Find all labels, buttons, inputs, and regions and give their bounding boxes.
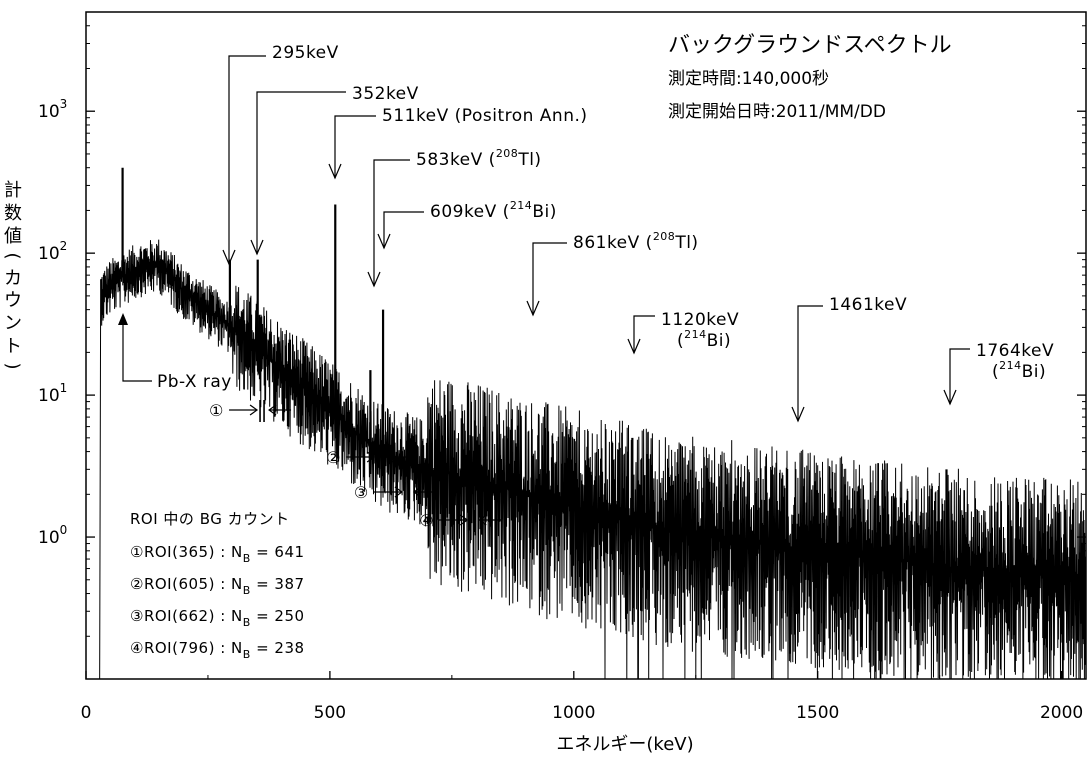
annotation-label: 352keV <box>352 84 419 104</box>
annotation-label: 583keV (208Tl) <box>416 147 542 170</box>
annotation-arrowhead <box>943 389 957 406</box>
annotation-arrowhead <box>791 406 805 423</box>
annotation-arrowhead <box>367 271 381 288</box>
annotation-label: 511keV (Positron Ann.) <box>382 106 588 126</box>
annotation-arrowhead <box>328 163 342 180</box>
annotation-leader <box>373 159 410 286</box>
roi-marker-label: ① <box>209 401 223 420</box>
annotation-arrowhead <box>526 300 540 317</box>
annotation-leader <box>256 91 346 254</box>
spectrum-line <box>86 239 1087 680</box>
roi-marker-label: ④ <box>419 511 433 530</box>
annotation-label: 1120keV <box>661 310 739 330</box>
plot-axes <box>85 11 1087 680</box>
annotation-label: 295keV <box>272 43 339 63</box>
y-axis-label-char: 計 <box>4 180 22 201</box>
annotation-arrowhead <box>222 249 236 266</box>
plot-frame <box>85 11 1087 680</box>
chart-subtitle-2: 測定開始日時:2011/MM/DD <box>668 102 886 122</box>
spectrum-trace <box>86 167 1087 680</box>
annotation-label-line2: (214Bi) <box>677 328 731 351</box>
roi-table: ROI 中の BG カウント ①ROI(365) : NB = 641 ②ROI(6… <box>130 510 305 661</box>
annotation-label: 1764keV <box>976 341 1054 361</box>
x-tick-label: 0 <box>81 703 92 723</box>
y-axis-label-char: ト <box>4 336 22 357</box>
y-tick-label: 102 <box>38 239 67 264</box>
axis-ticks: 0 500 1000 1500 2000 100 101 102 103 <box>38 11 1086 723</box>
annotation-leader <box>228 55 266 264</box>
annotation-leader <box>949 348 970 404</box>
roi-arrowhead <box>249 404 259 416</box>
y-tick-label: 101 <box>38 381 67 406</box>
annotation-label: 609keV (214Bi) <box>430 199 557 222</box>
roi-marker-label: ③ <box>354 483 368 502</box>
annotation-arrowhead <box>627 338 641 355</box>
y-tick-label: 100 <box>38 523 67 548</box>
annotation-leader <box>532 242 567 315</box>
pbx-arrow-head <box>118 313 128 325</box>
annotation-leader <box>797 305 823 421</box>
annotation-leader <box>383 211 424 248</box>
annotation-label: 1461keV <box>829 295 907 315</box>
chart-title: バックグラウンドスペクトル <box>668 33 952 58</box>
x-axis-label: エネルギー(keV) <box>556 734 693 755</box>
roi-arrowhead <box>394 486 403 498</box>
roi-arrowhead <box>412 486 422 498</box>
y-axis-label-char: 数 <box>4 203 22 224</box>
pbx-arrow-line <box>122 323 152 382</box>
annotation-leader <box>633 315 655 353</box>
x-tick-label: 500 <box>314 703 346 723</box>
x-tick-label: 1000 <box>552 703 595 723</box>
roi-table-header: ROI 中の BG カウント <box>130 510 290 528</box>
y-axis-label-char: ウ <box>4 290 22 311</box>
y-tick-label: 103 <box>38 97 67 122</box>
y-axis-label-char: ) <box>2 362 23 369</box>
y-axis-label-char: 値 <box>4 226 22 247</box>
roi-arrowhead <box>478 514 487 526</box>
roi-markers: ① ②③ ④ <box>209 400 502 532</box>
roi-arrowhead <box>385 451 394 463</box>
annotation-label-line2: (214Bi) <box>992 359 1046 382</box>
chart-subtitle-1: 測定時間:140,000秒 <box>668 69 829 89</box>
roi-arrowhead <box>268 404 277 416</box>
roi-table-row: ③ROI(662) : NB = 250 <box>130 607 305 629</box>
roi-arrowhead <box>459 514 469 526</box>
annotation-label: 861keV (208Tl) <box>573 230 699 253</box>
y-axis-label: 計数値 ( カウント) <box>2 180 23 370</box>
x-tick-label: 2000 <box>1040 703 1083 723</box>
annotation-label: Pb-X ray <box>157 372 232 392</box>
annotation-leader <box>334 115 376 178</box>
y-axis-label-char: ン <box>4 313 22 334</box>
roi-table-row: ①ROI(365) : NB = 641 <box>130 543 305 565</box>
y-axis-label-char: ( <box>2 252 23 259</box>
roi-table-row: ②ROI(605) : NB = 387 <box>130 575 305 597</box>
x-tick-label: 1500 <box>796 703 839 723</box>
roi-marker-label: ② <box>326 448 340 467</box>
roi-arrowhead <box>366 451 376 463</box>
annotation-arrowhead <box>250 239 264 256</box>
y-axis-label-char: カ <box>4 268 22 289</box>
annotation-arrowhead <box>377 233 391 250</box>
roi-table-row: ④ROI(796) : NB = 238 <box>130 639 305 661</box>
